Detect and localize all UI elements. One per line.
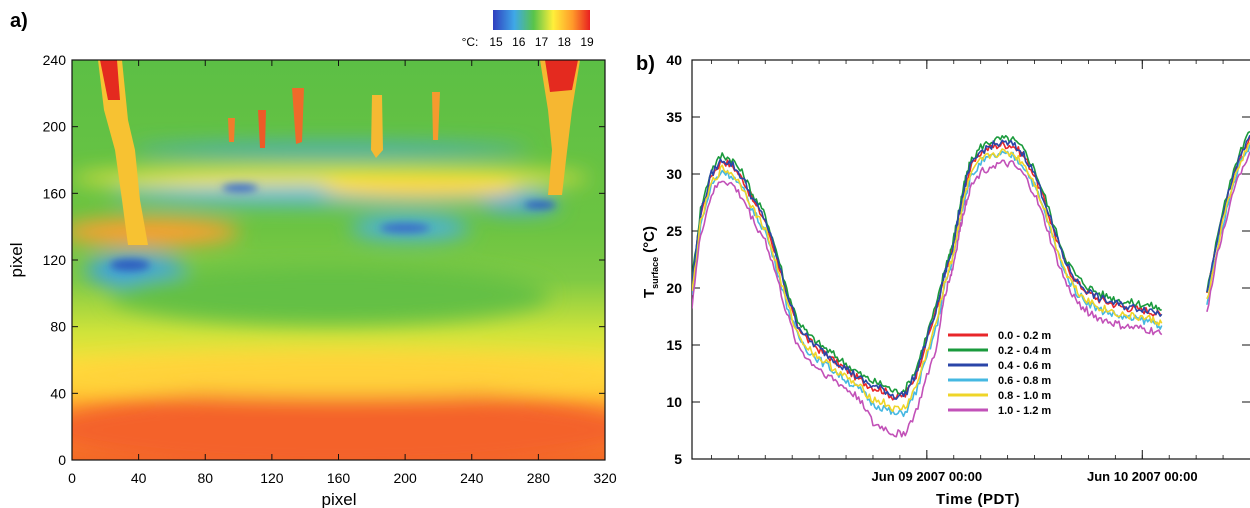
heatmap-xtick-label: 0 (68, 470, 76, 486)
heatmap-xtick-label: 80 (197, 470, 213, 486)
tree-trunk-left (98, 60, 148, 245)
series-line (692, 159, 1163, 438)
heatmap-ytick-label: 40 (50, 385, 66, 401)
colorbar-tick-label: 19 (580, 35, 594, 49)
heatmap-ytick-label: 120 (43, 252, 67, 268)
line-plot-ytick-label: 5 (674, 451, 682, 467)
panel-a-label: a) (10, 10, 28, 32)
heatmap-ylabel: pixel (7, 243, 26, 278)
heatmap-warm-band-left (72, 218, 240, 246)
colorbar-tick-label: 15 (489, 35, 503, 49)
heatmap-xtick-label: 240 (460, 470, 484, 486)
heatmap-ytick-label: 80 (50, 319, 66, 335)
series-line (692, 140, 1163, 401)
ylabel-main: T (641, 289, 658, 298)
colorbar (493, 10, 590, 30)
heatmap-ytick-label: 160 (43, 185, 67, 201)
heatmap-xtick-label: 320 (593, 470, 617, 486)
tree-trunk-center (371, 95, 383, 158)
series-line-end (1206, 134, 1250, 293)
colorbar-ticks: 15 16 17 18 19 (489, 35, 594, 49)
line-plot-legend: 0.0 - 0.2 m 0.2 - 0.4 m 0.4 - 0.6 m 0.6 - 0… (948, 330, 1051, 417)
series-line (692, 148, 1163, 413)
line-plot-ytick-label: 15 (666, 337, 682, 353)
series-line-end (1206, 151, 1250, 313)
line-plot-frame (691, 59, 1250, 460)
heatmap-warm-band-mid (320, 182, 520, 198)
ylabel-unit: (°C) (641, 226, 658, 253)
heatmap-xtick-label: 280 (527, 470, 551, 486)
line-plot-ylabel: Tsurface (°C) (641, 226, 660, 298)
heatmap-dark-cool-spot-2 (222, 184, 258, 192)
colorbar-tick-label: 18 (558, 35, 572, 49)
tree-trunk-right (540, 60, 580, 195)
line-plot-axes: 5 10 15 20 25 30 35 40 Jun 09 2007 00:00 Jun 10 2… (666, 52, 1250, 484)
line-plot-xlabel: Time (PDT) (936, 491, 1020, 508)
svg-text:Tsurface(°C): Tsurface (°C) (641, 226, 660, 298)
heatmap-ytick-label: 200 (43, 119, 67, 135)
heatmap-xtick-label: 40 (131, 470, 147, 486)
line-plot-ytick-label: 20 (666, 280, 682, 296)
line-plot-series (692, 130, 1250, 438)
series-line-end (1206, 141, 1250, 300)
legend-label: 0.0 - 0.2 m (998, 330, 1051, 342)
line-plot-ytick-label: 30 (666, 166, 682, 182)
heatmap-xtick-label: 160 (327, 470, 351, 486)
tree-trunk-small-1 (292, 88, 304, 144)
colorbar-tick-label: 16 (512, 35, 526, 49)
legend-label: 0.8 - 1.0 m (998, 390, 1051, 402)
legend-label: 0.6 - 0.8 m (998, 375, 1051, 387)
tree-trunk-small-3 (432, 92, 440, 140)
line-plot-ytick-label: 40 (666, 52, 682, 68)
heatmap-cool-band-upper (130, 144, 530, 156)
series-6 (692, 151, 1250, 438)
series-line (692, 139, 1163, 400)
heatmap-xtick-label: 200 (393, 470, 417, 486)
ylabel-sub: surface (650, 257, 660, 289)
heatmap-xtick-label: 120 (260, 470, 284, 486)
tree-trunk-small-4 (228, 118, 235, 142)
tree-trunk-small-2 (258, 110, 266, 148)
thermal-heatmap (72, 60, 605, 460)
legend-label: 0.4 - 0.6 m (998, 360, 1051, 372)
heatmap-dark-cool-spot-4 (524, 201, 556, 209)
heatmap-xlabel: pixel (322, 490, 357, 508)
tree-trunk-left-hot (100, 60, 120, 100)
heatmap-dark-cool-spot-3 (380, 223, 430, 233)
heatmap-green-mid (110, 265, 550, 325)
heatmap-axes: 0 40 80 120 160 200 240 280 320 0 40 80 120 160 200 240 (43, 52, 617, 486)
heatmap-hot-floor (72, 390, 605, 460)
line-plot-ytick-label: 25 (666, 223, 682, 239)
line-plot-xtick-label: Jun 10 2007 00:00 (1087, 469, 1198, 484)
legend-label: 0.2 - 0.4 m (998, 345, 1051, 357)
line-plot-xtick-label: Jun 09 2007 00:00 (872, 469, 983, 484)
heatmap-ytick-label: 0 (58, 452, 66, 468)
series-3 (692, 134, 1250, 400)
colorbar-tick-label: 17 (535, 35, 549, 49)
tree-trunk-right-hot (545, 60, 578, 92)
heatmap-ytick-label: 240 (43, 52, 67, 68)
legend-label: 1.0 - 1.2 m (998, 405, 1051, 417)
heatmap-dark-cool-spot (110, 259, 150, 271)
colorbar-unit-label: °C: (462, 35, 479, 49)
panel-b-label: b) (636, 53, 655, 75)
line-plot-ytick-label: 35 (666, 109, 682, 125)
heatmap-warm-floor (72, 353, 605, 397)
line-plot-ytick-label: 10 (666, 394, 682, 410)
series-5 (692, 141, 1250, 413)
